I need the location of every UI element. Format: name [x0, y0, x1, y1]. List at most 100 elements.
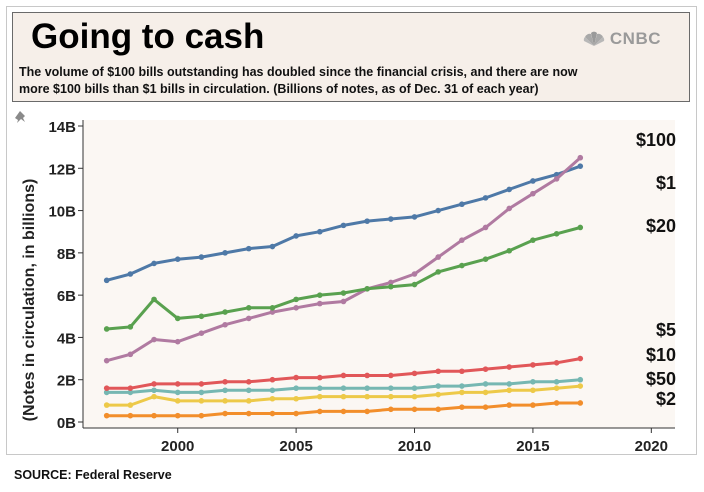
data-point-10	[269, 376, 276, 383]
data-point-100	[222, 250, 228, 256]
data-point-100	[506, 186, 513, 193]
data-point-2	[222, 410, 228, 417]
y-tick-label: 6B	[57, 288, 76, 305]
series-2	[103, 400, 584, 419]
data-point-10	[530, 362, 536, 368]
data-point-10	[506, 364, 513, 370]
data-point-1	[506, 205, 513, 212]
line-chart: (Notes in circulation, in billions) 0B 2B…	[15, 111, 676, 454]
data-point-2	[482, 404, 489, 411]
data-point-50	[577, 383, 584, 389]
data-point-50	[151, 393, 157, 400]
data-point-2	[174, 412, 181, 419]
data-point-2	[411, 406, 418, 413]
x-tick-label: 2000	[161, 438, 194, 454]
data-point-50	[482, 389, 489, 396]
data-point-50	[198, 398, 205, 404]
data-point-100	[269, 243, 276, 250]
data-point-100	[151, 260, 157, 267]
data-point-20	[577, 224, 584, 231]
data-point-10	[388, 372, 394, 379]
chart-subtitle: The volume of $100 bills outstanding has…	[19, 64, 683, 98]
data-point-100	[198, 254, 205, 260]
y-tick-label: 0B	[57, 415, 76, 432]
header-panel: Going to cash CNBC The volume of $100 bi…	[12, 12, 690, 102]
legend-label-50: $50	[646, 369, 676, 389]
data-point-5	[482, 381, 489, 387]
data-point-100	[482, 195, 489, 201]
data-point-10	[245, 379, 252, 385]
data-point-1	[459, 237, 465, 243]
x-tick-label: 2010	[398, 438, 431, 454]
data-point-20	[553, 231, 560, 237]
data-point-5	[364, 385, 370, 391]
y-tick-label: 4B	[57, 330, 76, 347]
data-point-2	[459, 404, 465, 411]
data-point-2	[198, 412, 205, 419]
data-point-50	[103, 402, 110, 408]
data-point-100	[293, 233, 299, 239]
data-point-5	[151, 387, 157, 394]
data-point-10	[411, 370, 418, 377]
data-point-10	[293, 374, 299, 381]
data-point-20	[459, 262, 465, 269]
data-point-1	[530, 190, 536, 197]
data-point-20	[222, 309, 228, 315]
data-point-1	[103, 357, 110, 364]
data-point-5	[506, 381, 513, 387]
series-5	[103, 376, 584, 396]
data-point-2	[577, 400, 584, 406]
data-point-20	[151, 296, 157, 303]
data-point-1	[340, 298, 347, 305]
x-tick-label: 2005	[279, 438, 312, 454]
data-point-5	[269, 387, 276, 394]
data-point-5	[198, 389, 205, 396]
data-point-1	[174, 338, 181, 345]
data-point-20	[198, 313, 205, 320]
data-point-20	[435, 269, 442, 275]
y-axis-title: (Notes in circulation, in billions)	[21, 179, 38, 422]
data-point-1	[293, 305, 299, 311]
data-point-20	[317, 292, 323, 298]
data-point-5	[553, 379, 560, 385]
data-point-20	[293, 296, 299, 303]
x-tick-label: 2015	[516, 438, 549, 454]
legend-label-10: $10	[646, 345, 676, 365]
data-point-5	[293, 385, 299, 391]
x-tick-label: 2020	[635, 438, 668, 454]
data-point-10	[198, 381, 205, 387]
data-point-100	[577, 163, 584, 169]
data-point-20	[482, 256, 489, 262]
data-point-2	[127, 412, 134, 419]
series-50	[103, 383, 584, 408]
y-tick-label: 10B	[48, 204, 76, 221]
data-point-10	[103, 385, 110, 391]
data-point-10	[222, 379, 228, 385]
data-point-2	[506, 402, 513, 408]
pin-icon[interactable]	[15, 111, 25, 123]
brand-name: CNBC	[609, 29, 661, 48]
data-point-1	[482, 224, 489, 231]
data-point-5	[340, 385, 347, 391]
data-point-10	[127, 385, 134, 391]
data-point-5	[577, 376, 584, 383]
data-point-20	[127, 324, 134, 330]
data-point-20	[340, 290, 347, 296]
data-point-2	[364, 408, 370, 415]
data-point-20	[103, 326, 110, 332]
data-point-20	[506, 247, 513, 254]
data-point-50	[506, 387, 513, 394]
data-point-100	[317, 228, 323, 235]
data-point-100	[103, 277, 110, 284]
data-point-5	[103, 389, 110, 396]
data-point-1	[245, 315, 252, 322]
series-10	[103, 355, 584, 391]
data-point-5	[459, 383, 465, 389]
data-point-5	[317, 385, 323, 391]
data-point-100	[245, 245, 252, 252]
data-point-50	[269, 395, 276, 402]
data-point-20	[411, 281, 418, 288]
data-point-5	[174, 389, 181, 396]
data-point-20	[388, 283, 394, 290]
data-point-10	[151, 381, 157, 387]
